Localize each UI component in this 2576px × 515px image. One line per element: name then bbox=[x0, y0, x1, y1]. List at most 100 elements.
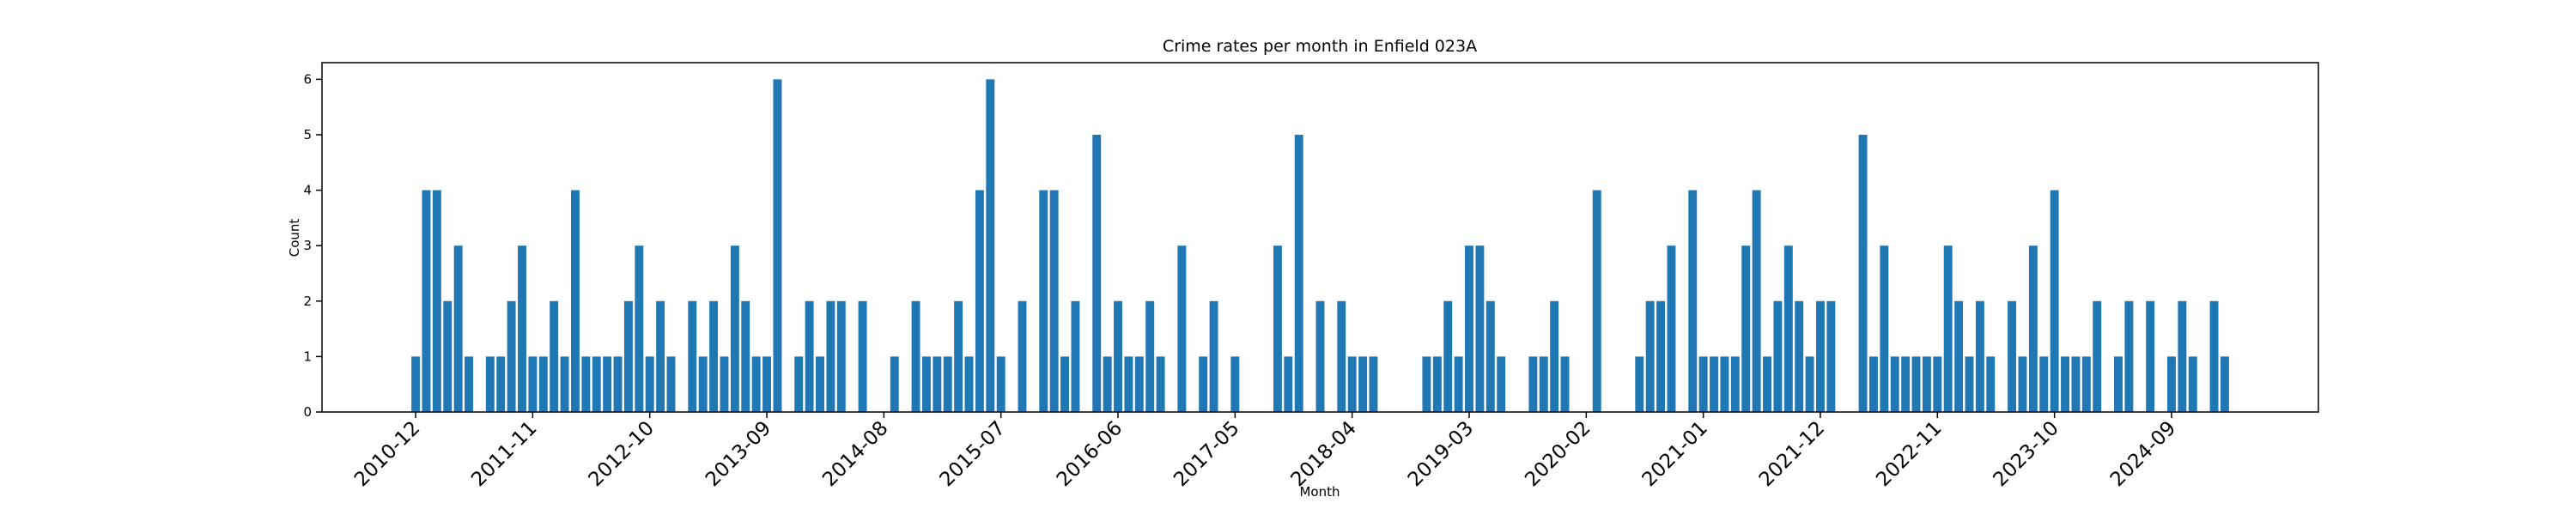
x-tick-label: 2013-09 bbox=[702, 417, 775, 491]
bar bbox=[2188, 356, 2197, 412]
bar bbox=[890, 356, 899, 412]
bar bbox=[2050, 190, 2059, 413]
bar bbox=[1209, 300, 1218, 412]
bar bbox=[1773, 300, 1783, 412]
bar bbox=[1018, 300, 1027, 412]
bar bbox=[507, 300, 516, 412]
bar bbox=[538, 356, 548, 412]
bar bbox=[1103, 356, 1112, 412]
bar bbox=[954, 300, 963, 412]
bar bbox=[1720, 356, 1729, 412]
bar bbox=[1752, 190, 1761, 413]
bar bbox=[1698, 356, 1708, 412]
bar bbox=[773, 79, 782, 412]
bar bbox=[453, 245, 463, 412]
x-tick-label: 2017-05 bbox=[1170, 417, 1243, 491]
bar bbox=[1911, 356, 1921, 412]
bar bbox=[496, 356, 506, 412]
bar bbox=[730, 245, 739, 412]
bar bbox=[1645, 300, 1655, 412]
bar bbox=[2081, 356, 2091, 412]
x-tick-label: 2016-06 bbox=[1053, 417, 1127, 491]
bar bbox=[560, 356, 569, 412]
x-axis-label: Month bbox=[1299, 484, 1340, 500]
bar bbox=[816, 356, 824, 412]
bar bbox=[2071, 356, 2081, 412]
bar bbox=[1315, 300, 1325, 412]
y-tick-label: 0 bbox=[303, 404, 312, 420]
bar bbox=[1954, 300, 1964, 412]
bar bbox=[1092, 134, 1102, 412]
y-tick-label: 1 bbox=[303, 348, 312, 364]
bar bbox=[1485, 300, 1495, 412]
bar bbox=[645, 356, 654, 412]
bar bbox=[1443, 300, 1453, 412]
bar bbox=[1890, 356, 1899, 412]
bar bbox=[581, 356, 591, 412]
x-tick-label: 2022-11 bbox=[1872, 417, 1946, 491]
bar bbox=[741, 300, 750, 412]
x-tick-label: 2010-12 bbox=[350, 417, 424, 491]
bar bbox=[1358, 356, 1368, 412]
bar bbox=[1422, 356, 1431, 412]
bar bbox=[1730, 356, 1740, 412]
bar bbox=[688, 300, 697, 412]
bar bbox=[986, 79, 995, 412]
bar bbox=[1454, 356, 1463, 412]
bar bbox=[1975, 300, 1984, 412]
bar bbox=[762, 356, 772, 412]
bar bbox=[1826, 300, 1836, 412]
bar bbox=[1432, 356, 1442, 412]
x-tick-label: 2011-11 bbox=[467, 417, 541, 491]
bar bbox=[2178, 300, 2187, 412]
bar bbox=[592, 356, 601, 412]
bar bbox=[836, 300, 846, 412]
bar bbox=[550, 300, 559, 412]
plot-frame bbox=[321, 62, 2319, 413]
bar bbox=[1560, 356, 1570, 412]
x-tick-label: 2012-10 bbox=[585, 417, 659, 491]
bar bbox=[1284, 356, 1293, 412]
bar bbox=[422, 190, 431, 413]
x-tick-label: 2023-10 bbox=[1990, 417, 2063, 491]
bar bbox=[2220, 356, 2229, 412]
bar bbox=[2114, 356, 2123, 412]
bar bbox=[1880, 245, 1889, 412]
bar bbox=[666, 356, 676, 412]
chart-title: Crime rates per month in Enfield 023A bbox=[1163, 37, 1477, 56]
bar bbox=[1177, 245, 1187, 412]
bar bbox=[933, 356, 942, 412]
bar bbox=[1134, 356, 1144, 412]
x-tick-label: 2024-09 bbox=[2106, 417, 2180, 491]
bar bbox=[2167, 356, 2176, 412]
bar bbox=[1497, 356, 1506, 412]
bar bbox=[1369, 356, 1378, 412]
bar bbox=[826, 300, 835, 412]
bar bbox=[1795, 300, 1804, 412]
bar bbox=[465, 356, 473, 412]
bar bbox=[1858, 134, 1868, 412]
bar bbox=[1071, 300, 1080, 412]
bar bbox=[698, 356, 708, 412]
bar bbox=[1986, 356, 1996, 412]
bar bbox=[1805, 356, 1814, 412]
bar bbox=[921, 356, 931, 412]
bar bbox=[443, 300, 453, 412]
bar bbox=[1688, 190, 1698, 413]
bar bbox=[635, 245, 644, 412]
bar bbox=[1145, 300, 1155, 412]
bar bbox=[411, 356, 421, 412]
bar bbox=[2028, 245, 2038, 412]
bar bbox=[1049, 190, 1059, 413]
x-tick-label: 2021-01 bbox=[1638, 417, 1712, 491]
x-tick-label: 2020-02 bbox=[1521, 417, 1595, 491]
bar bbox=[1901, 356, 1911, 412]
bar bbox=[1667, 245, 1676, 412]
x-tick-label: 2021-12 bbox=[1755, 417, 1829, 491]
bar bbox=[975, 190, 984, 413]
bar bbox=[1550, 300, 1559, 412]
bar bbox=[1294, 134, 1303, 412]
bar bbox=[1114, 300, 1122, 412]
bar bbox=[432, 190, 441, 413]
